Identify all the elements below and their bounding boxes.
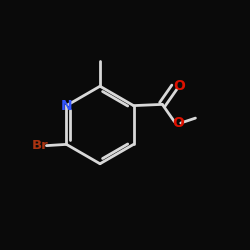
Text: N: N bbox=[61, 98, 72, 112]
Text: Br: Br bbox=[32, 139, 48, 152]
Text: O: O bbox=[172, 116, 184, 130]
Text: O: O bbox=[173, 79, 185, 93]
